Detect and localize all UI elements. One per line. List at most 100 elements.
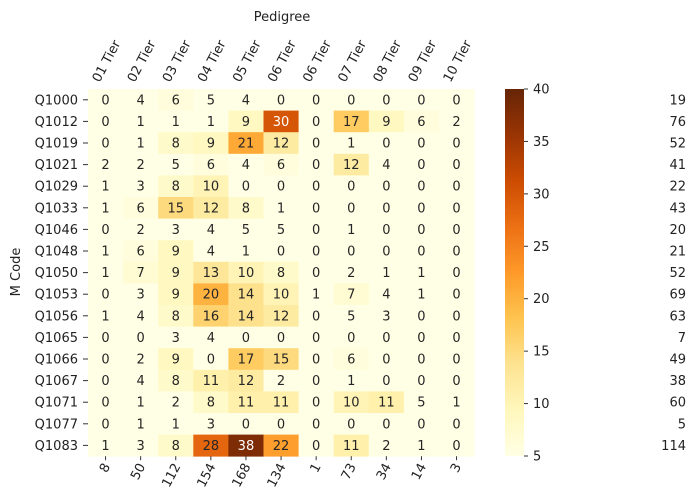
cell-value: 1: [137, 417, 145, 432]
heatmap-cell: [263, 326, 299, 349]
heatmap-cell: [228, 197, 264, 219]
cell-value: 4: [382, 288, 390, 303]
cell-value: 1: [207, 115, 215, 130]
heatmap-cell: [263, 197, 299, 219]
cell-value: 11: [273, 396, 290, 411]
row-label: Q1065: [35, 331, 78, 346]
cell-value: 6: [207, 158, 215, 173]
heatmap-cell: [123, 89, 159, 111]
cell-value: 10: [343, 396, 360, 411]
column-label: 06 Tier: [300, 37, 335, 85]
heatmap-cell: [403, 369, 440, 392]
cell-value: 0: [452, 245, 460, 260]
heatmap-cell: [333, 326, 370, 349]
cell-value: 1: [137, 396, 145, 411]
heatmap-cell: [228, 132, 264, 155]
cell-value: 0: [452, 223, 460, 238]
cell-value: 12: [343, 158, 360, 173]
row-total: 76: [669, 115, 686, 130]
row-total: 41: [669, 158, 686, 173]
heatmap-cell: [193, 326, 229, 349]
heatmap-cell: [333, 391, 370, 414]
row-label: Q1046: [35, 223, 78, 238]
cell-value: 15: [167, 201, 184, 216]
heatmap-cell: [298, 240, 335, 263]
colorbar-tick-label: 40: [533, 83, 550, 98]
cell-value: 5: [347, 309, 355, 324]
heatmap-cell: [403, 110, 440, 133]
heatmap-cell: [368, 434, 405, 457]
cell-value: 12: [273, 309, 290, 324]
cell-value: 4: [137, 374, 145, 389]
heatmap-cell: [403, 153, 440, 176]
cell-value: 17: [343, 115, 360, 130]
cell-value: 8: [172, 137, 180, 152]
heatmap-cell: [333, 434, 370, 457]
cell-value: 1: [101, 245, 109, 260]
row-total: 19: [669, 93, 686, 108]
cell-value: 0: [312, 137, 320, 152]
column-label: 06 Tier: [265, 37, 300, 85]
cell-value: 0: [312, 115, 320, 130]
heatmap-cell: [88, 283, 124, 306]
row-total: 63: [669, 309, 686, 324]
cell-value: 0: [347, 245, 355, 260]
cell-value: 2: [137, 158, 145, 173]
heatmap-cell: [123, 348, 159, 371]
heatmap-cell: [298, 283, 335, 306]
heatmap-cell: [193, 110, 229, 133]
heatmap-cell: [123, 413, 159, 435]
cell-value: 0: [382, 93, 390, 108]
cell-value: 3: [137, 439, 145, 454]
heatmap-cell: [228, 369, 264, 392]
row-total: 114: [661, 439, 686, 454]
heatmap-cell: [228, 391, 264, 414]
cell-value: 0: [277, 180, 285, 195]
cell-value: 0: [417, 223, 425, 238]
cell-value: 1: [452, 396, 460, 411]
cell-value: 0: [417, 93, 425, 108]
column-total: 14: [409, 461, 430, 483]
cell-value: 15: [273, 353, 290, 368]
cell-value: 4: [207, 331, 215, 346]
cell-value: 4: [382, 158, 390, 173]
column-label: 01 Tier: [90, 37, 125, 85]
cell-value: 0: [101, 93, 109, 108]
heatmap-cell: [403, 240, 440, 263]
heatmap-cell: [263, 413, 299, 435]
cell-value: 0: [277, 93, 285, 108]
cell-value: 1: [242, 245, 250, 260]
cell-value: 1: [417, 439, 425, 454]
heatmap-cell: [158, 413, 194, 435]
row-total: 49: [669, 353, 686, 368]
heatmap-cell: [439, 391, 475, 414]
colorbar-tick-label: 5: [533, 450, 541, 465]
cell-value: 0: [417, 201, 425, 216]
heatmap-cell: [193, 175, 229, 198]
column-label: 02 Tier: [125, 37, 160, 85]
column-total: 3: [448, 461, 465, 475]
cell-value: 1: [312, 288, 320, 303]
heatmap-cell: [333, 175, 370, 198]
cell-value: 0: [312, 180, 320, 195]
cell-value: 1: [101, 180, 109, 195]
cell-value: 0: [452, 93, 460, 108]
heatmap-cell: [193, 369, 229, 392]
cell-value: 4: [137, 93, 145, 108]
heatmap-cell: [158, 175, 194, 198]
heatmap-cell: [123, 391, 159, 414]
heatmap-cell: [123, 110, 159, 133]
heatmap-cell: [193, 240, 229, 263]
cell-value: 1: [101, 439, 109, 454]
heatmap-cell: [228, 326, 264, 349]
heatmap-cell: [439, 326, 475, 349]
heatmap-cell: [228, 305, 264, 327]
heatmap-cell: [298, 413, 335, 435]
colorbar-gradient: [505, 89, 524, 456]
heatmap-cell: [263, 283, 299, 306]
heatmap-cell: [158, 348, 194, 371]
row-label: Q1019: [35, 137, 78, 152]
cell-value: 0: [101, 115, 109, 130]
heatmap-cell: [368, 197, 405, 219]
chart-title: Pedigree: [254, 10, 311, 25]
